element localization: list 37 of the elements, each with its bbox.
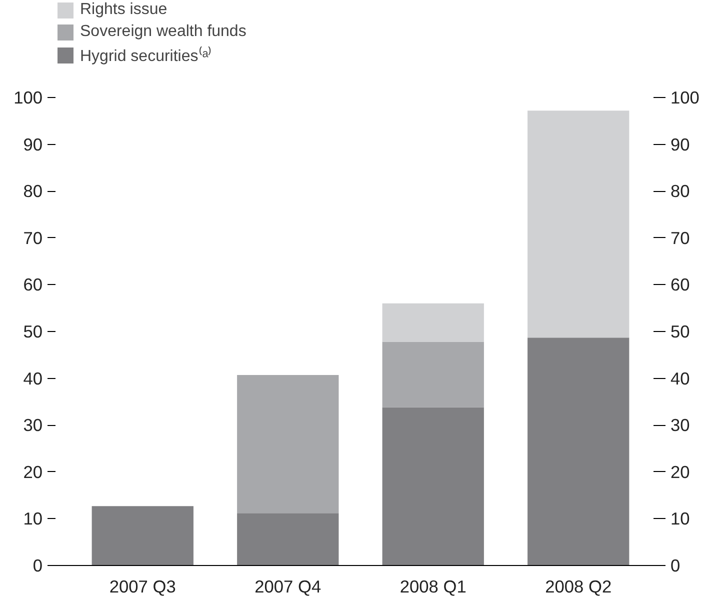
y-tick-label: 80 [23,181,43,202]
bar [382,407,484,566]
y2-tick-label: 100 [670,88,700,108]
bar [528,110,630,338]
y2-tick-label: 60 [670,274,690,295]
bar [382,342,484,408]
y2-tick-label: 90 [670,134,690,154]
y-tick-label: 40 [23,368,43,388]
y-tick-label: 10 [23,508,43,529]
bar [92,506,194,566]
y2-tick-label: 20 [670,462,690,482]
y-tick-label: 60 [23,274,43,295]
y2-tick-label: 30 [670,415,690,436]
x-tick-label: 2007 Q3 [109,576,176,596]
bar [528,338,630,566]
bar [237,375,339,514]
y-tick-label: 100 [14,88,43,108]
x-tick-label: 2007 Q4 [254,576,322,596]
y-tick-label: 50 [23,322,43,342]
y2-tick-label: 80 [670,181,690,202]
y2-tick-label: 0 [670,556,680,576]
y2-tick-label: 40 [670,368,690,388]
legend-label: Rights issue [80,1,168,19]
bar [237,513,339,566]
x-tick-label: 2008 Q1 [400,576,466,596]
y-tick-label: 30 [23,415,43,436]
y-tick-label: 20 [23,462,43,482]
bar [382,303,484,342]
y2-tick-label: 50 [670,322,690,342]
y-tick-label: 0 [32,556,43,576]
legend-label: Sovereign wealth funds [80,23,246,41]
x-tick-label: 2008 Q2 [545,576,612,596]
y-tick-label: 70 [23,228,43,248]
y2-tick-label: 10 [670,508,690,529]
legend-label: Hygrid securities⁽ᵃ⁾ [80,46,212,66]
y-tick-label: 90 [23,134,43,154]
y2-tick-label: 70 [670,228,690,248]
